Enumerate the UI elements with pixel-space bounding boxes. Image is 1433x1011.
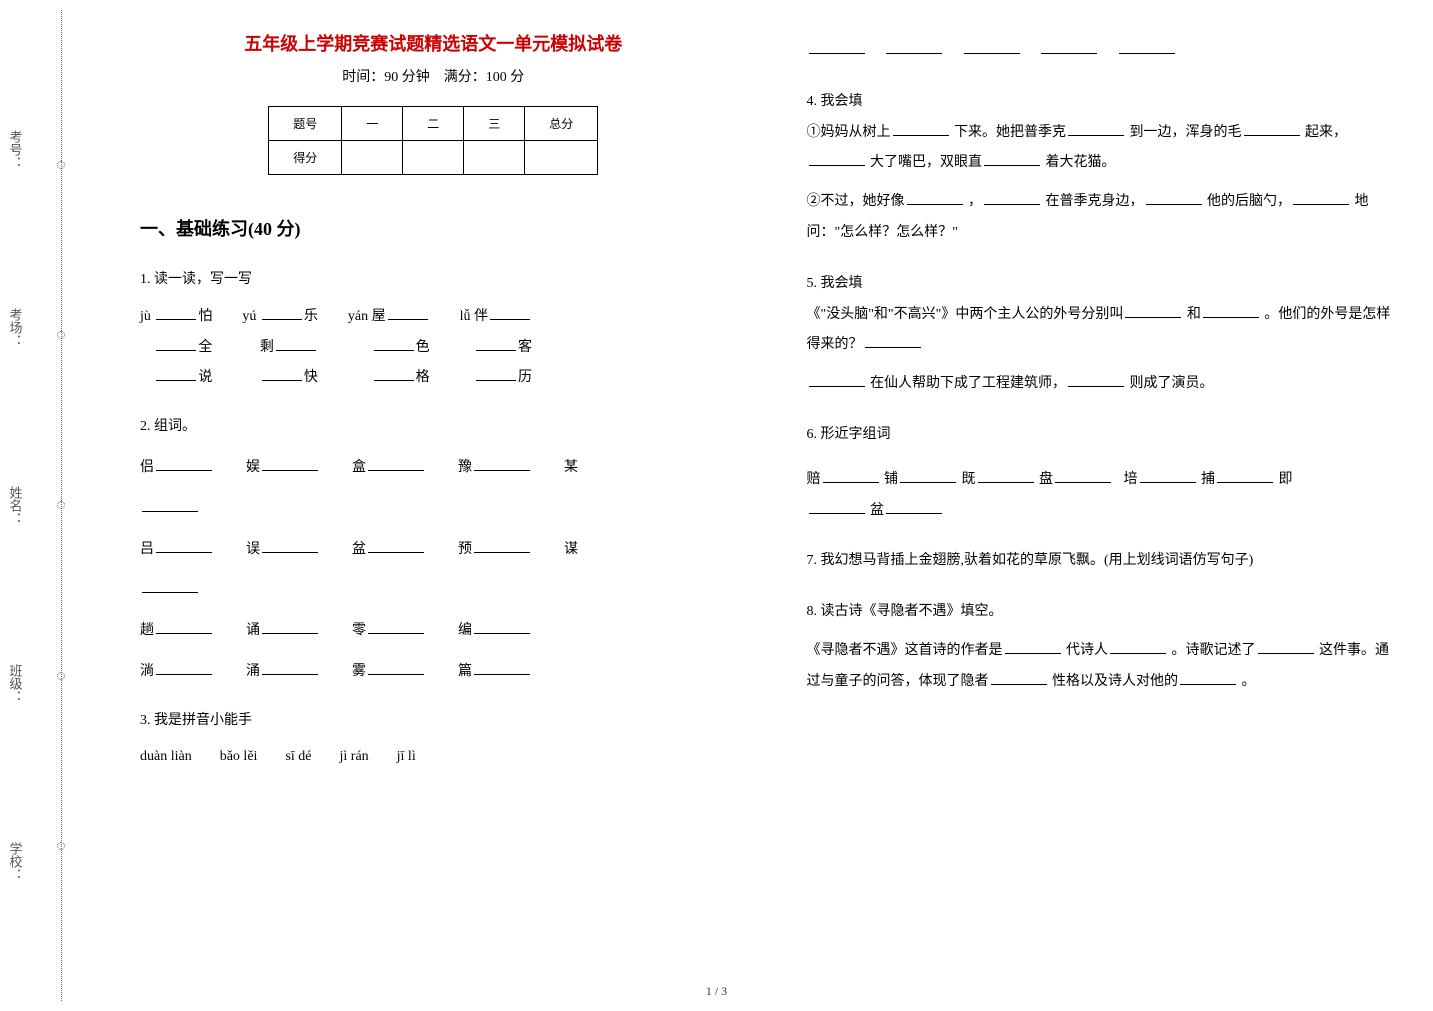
score-th-label: 题号 [269,107,342,141]
column-left: 五年级上学期竞赛试题精选语文一单元模拟试卷 时间：90 分钟 满分：100 分 … [100,0,767,1011]
question-6: 6. 形近字组词 赔 铺 既 盘 培 捕 即 盆 [807,420,1394,526]
q3-item-4: jī lì [397,743,416,771]
section-1-heading: 一、基础练习(40 分) [140,215,727,241]
q1-py-2: yán [348,309,368,324]
q3-item-2: sī dé [285,743,311,771]
question-1: 1. 读一读，写一写 jù 怕 jù 全 jù 说 yú 乐 yú 剩 [140,265,727,394]
question-8: 8. 读古诗《寻隐者不遇》填空。 《寻隐者不遇》这首诗的作者是 代诗人 。诗歌记… [807,597,1394,697]
binding-label-kaochang: 考场： [6,308,25,347]
q6-row: 赔 铺 既 盘 培 捕 即 盆 [807,465,1394,527]
q2-row-2: 趟 诵 零 编 [140,616,727,647]
score-th-total: 总分 [525,107,598,141]
q1-py-1: yú [242,309,256,324]
binding-label-xingming: 姓名： [6,486,25,525]
score-cell-total [525,141,598,175]
score-cell-3 [464,141,525,175]
q1-group-1: yú 乐 yú 剩 yú 快 [242,302,318,394]
q3-item-0: duàn liàn [140,743,192,771]
page: 考号： 考场： 姓名： 班级： 学校： 五年级上学期竞赛试题精选语文一单元模拟试… [0,0,1433,1011]
q2-row-0: 侣 娱 盒 豫 某 [140,453,727,484]
question-5: 5. 我会填 《"没头脑"和"不高兴"》中两个主人公的外号分别叫 和 。他们的外… [807,269,1394,400]
content: 五年级上学期竞赛试题精选语文一单元模拟试卷 时间：90 分钟 满分：100 分 … [100,0,1433,1011]
q1-group-0: jù 怕 jù 全 jù 说 [140,302,212,394]
question-3: 3. 我是拼音小能手 duàn liàn bǎo lěi sī dé jì rá… [140,706,727,771]
q6-num: 6. 形近字组词 [807,420,1394,451]
binding-label-xuexiao: 学校： [6,842,25,881]
score-cell-2 [403,141,464,175]
q2-num: 2. 组词。 [140,412,727,443]
binding-margin: 考号： 考场： 姓名： 班级： 学校： [0,0,100,1011]
score-th-3: 三 [464,107,525,141]
question-4: 4. 我会填 ①妈妈从树上 下来。她把普季克 到一边，浑身的毛 起来， 大了嘴巴… [807,87,1394,249]
q3-item-1: bǎo lěi [220,743,258,771]
column-right: 4. 我会填 ①妈妈从树上 下来。她把普季克 到一边，浑身的毛 起来， 大了嘴巴… [767,0,1433,1011]
q5-p1: 《"没头脑"和"不高兴"》中两个主人公的外号分别叫 和 。他们的外号是怎样得来的… [807,300,1394,362]
exam-subtitle: 时间：90 分钟 满分：100 分 [140,66,727,86]
score-table-header-row: 题号 一 二 三 总分 [269,107,598,141]
q1-py-3: lǚ [460,309,471,324]
q8-p: 《寻隐者不遇》这首诗的作者是 代诗人 。诗歌记述了 这件事。通过与童子的问答，体… [807,636,1394,698]
q1-group-2: yán 屋 yán 色 yán 格 [348,302,430,394]
q1-group-3: lǚ 伴 lǚ 客 lǚ 历 [460,302,532,394]
score-th-2: 二 [403,107,464,141]
q3-num: 3. 我是拼音小能手 [140,706,727,737]
score-table: 题号 一 二 三 总分 得分 [268,106,598,175]
q2-row-3: 淌 涌 雾 篇 [140,657,727,688]
page-footer: 1 / 3 [706,984,727,999]
q8-num: 8. 读古诗《寻隐者不遇》填空。 [807,597,1394,628]
q1-py-0: jù [140,309,151,324]
score-table-score-row: 得分 [269,141,598,175]
q3-item-3: jì rán [340,743,369,771]
question-2: 2. 组词。 侣 娱 盒 豫 某 吕 误 盆 预 谋 [140,412,727,688]
question-7: 7. 我幻想马背插上金翅膀,驮着如花的草原飞飘。(用上划线词语仿写句子) [807,546,1394,577]
binding-circles [57,0,65,1011]
q4-num: 4. 我会填 [807,87,1394,118]
score-cell-1 [342,141,403,175]
q4-p2: ②不过，她好像 ， 在普季克身边， 他的后脑勺， 地问："怎么样？怎么样？" [807,187,1394,249]
exam-title: 五年级上学期竞赛试题精选语文一单元模拟试卷 [140,30,727,56]
q1-num: 1. 读一读，写一写 [140,265,727,296]
binding-labels: 考号： 考场： 姓名： 班级： 学校： [0,0,30,1011]
q4-p1: ①妈妈从树上 下来。她把普季克 到一边，浑身的毛 起来， 大了嘴巴，双眼直 着大… [807,118,1394,180]
score-th-1: 一 [342,107,403,141]
score-row-label: 得分 [269,141,342,175]
q2-row-1: 吕 误 盆 预 谋 [140,535,727,566]
binding-label-kaohao: 考号： [6,130,25,169]
binding-label-banji: 班级： [6,664,25,703]
q7-num: 7. 我幻想马背插上金翅膀,驮着如花的草原飞飘。(用上划线词语仿写句子) [807,546,1394,577]
q5-num: 5. 我会填 [807,269,1394,300]
q5-p2: 在仙人帮助下成了工程建筑师， 则成了演员。 [807,369,1394,400]
q3-items: duàn liàn bǎo lěi sī dé jì rán jī lì [140,743,727,771]
q3-answer-blanks [807,36,1394,67]
